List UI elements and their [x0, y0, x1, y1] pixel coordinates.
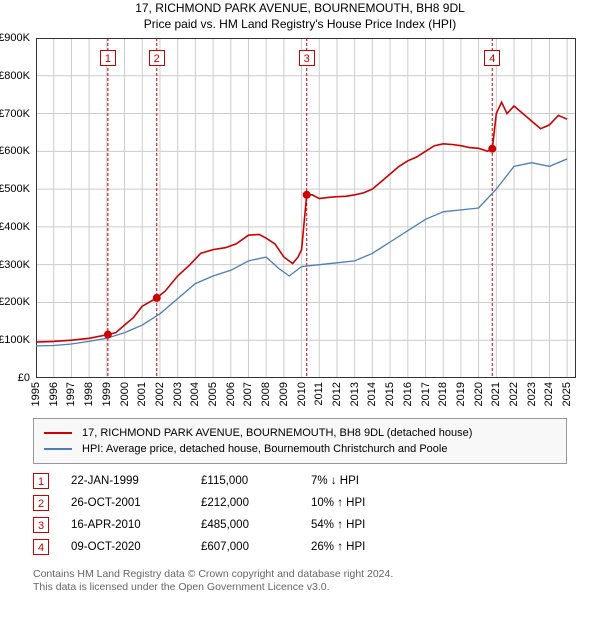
legend: 17, RICHMOND PARK AVENUE, BOURNEMOUTH, B… [33, 418, 567, 464]
x-tick-label: 2001 [136, 382, 148, 406]
legend-label: HPI: Average price, detached house, Bour… [82, 441, 447, 457]
line-chart [36, 38, 576, 378]
x-tick-label: 2014 [366, 382, 378, 406]
sales-row-date: 26-OCT-2001 [71, 497, 201, 509]
sales-row-marker: 3 [33, 517, 49, 533]
y-tick-label: £300K [0, 259, 30, 271]
sales-row: 3 16-APR-2010£485,00054% ↑ HPI [33, 514, 567, 536]
footer-line-2: This data is licensed under the Open Gov… [33, 581, 567, 594]
x-tick-label: 2012 [331, 382, 343, 406]
x-tick-label: 2000 [119, 382, 131, 406]
y-tick-label: £700K [0, 108, 30, 120]
sales-row-price: £607,000 [201, 541, 311, 553]
y-tick-label: £400K [0, 221, 30, 233]
sale-marker: 2 [149, 50, 165, 66]
x-tick-label: 2013 [349, 382, 361, 406]
x-tick-label: 2025 [561, 382, 573, 406]
y-tick-label: £900K [0, 32, 30, 44]
x-tick-label: 2015 [384, 382, 396, 406]
y-tick-label: £600K [0, 145, 30, 157]
x-tick-label: 2010 [296, 382, 308, 406]
sales-row: 4 09-OCT-2020£607,00026% ↑ HPI [33, 536, 567, 558]
sales-row-date: 16-APR-2010 [71, 519, 201, 531]
x-tick-label: 2021 [490, 382, 502, 406]
x-tick-label: 1997 [65, 382, 77, 406]
sales-row-price: £212,000 [201, 497, 311, 509]
sales-row-marker: 4 [33, 539, 49, 555]
x-tick-label: 1999 [101, 382, 113, 406]
x-tick-label: 1996 [48, 382, 60, 406]
sale-marker: 4 [484, 50, 500, 66]
sales-row-hpi: 7% ↓ HPI [311, 475, 421, 487]
sales-row-date: 09-OCT-2020 [71, 541, 201, 553]
sale-marker: 3 [299, 50, 315, 66]
x-tick-label: 2018 [437, 382, 449, 406]
x-tick-label: 2006 [225, 382, 237, 406]
x-tick-label: 2008 [260, 382, 272, 406]
sales-row: 1 22-JAN-1999£115,0007% ↓ HPI [33, 470, 567, 492]
legend-item: 17, RICHMOND PARK AVENUE, BOURNEMOUTH, B… [44, 425, 556, 441]
sales-row-price: £485,000 [201, 519, 311, 531]
sale-marker: 1 [100, 50, 116, 66]
sales-row-marker: 2 [33, 495, 49, 511]
sales-row-hpi: 10% ↑ HPI [311, 497, 421, 509]
y-tick-label: £200K [0, 296, 30, 308]
footer-note: Contains HM Land Registry data © Crown c… [33, 568, 567, 594]
x-tick-label: 2007 [242, 382, 254, 406]
x-tick-label: 2019 [455, 382, 467, 406]
legend-item: HPI: Average price, detached house, Bour… [44, 441, 556, 457]
y-tick-label: £800K [0, 70, 30, 82]
sales-row-price: £115,000 [201, 475, 311, 487]
sales-table: 1 22-JAN-1999£115,0007% ↓ HPI 2 26-OCT-2001… [33, 470, 567, 558]
x-tick-label: 2017 [420, 382, 432, 406]
footer-line-1: Contains HM Land Registry data © Crown c… [33, 568, 567, 581]
chart-subtitle: Price paid vs. HM Land Registry's House … [0, 16, 600, 32]
x-tick-label: 1995 [30, 382, 42, 406]
legend-swatch [44, 448, 72, 450]
x-tick-label: 2003 [172, 382, 184, 406]
x-tick-label: 2011 [313, 382, 325, 406]
x-tick-label: 2004 [189, 382, 201, 406]
x-tick-label: 2005 [207, 382, 219, 406]
chart-area: £0£100K£200K£300K£400K£500K£600K£700K£80… [36, 38, 590, 378]
sales-row: 2 26-OCT-2001£212,00010% ↑ HPI [33, 492, 567, 514]
x-tick-label: 2009 [278, 382, 290, 406]
x-tick-label: 2022 [508, 382, 520, 406]
sales-row-hpi: 26% ↑ HPI [311, 541, 421, 553]
sales-row-marker: 1 [33, 473, 49, 489]
x-tick-label: 2024 [543, 382, 555, 406]
y-tick-label: £0 [18, 372, 30, 384]
x-tick-label: 1998 [83, 382, 95, 406]
sales-row-date: 22-JAN-1999 [71, 475, 201, 487]
y-tick-label: £100K [0, 334, 30, 346]
legend-label: 17, RICHMOND PARK AVENUE, BOURNEMOUTH, B… [82, 425, 472, 441]
y-tick-label: £500K [0, 183, 30, 195]
x-tick-label: 2016 [402, 382, 414, 406]
x-tick-label: 2023 [526, 382, 538, 406]
sales-row-hpi: 54% ↑ HPI [311, 519, 421, 531]
x-tick-label: 2020 [473, 382, 485, 406]
legend-swatch [44, 432, 72, 434]
x-tick-label: 2002 [154, 382, 166, 406]
chart-title: 17, RICHMOND PARK AVENUE, BOURNEMOUTH, B… [0, 0, 600, 16]
